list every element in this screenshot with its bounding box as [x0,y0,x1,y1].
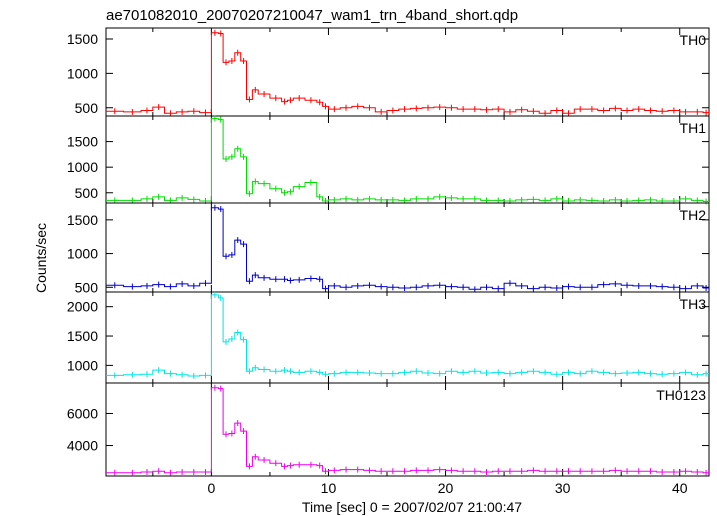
y-tick-label: 500 [75,279,99,295]
y-tick-label: 1500 [67,212,98,228]
x-tick-label: 20 [438,480,454,496]
panel-th1: 500 1000 1500 TH1 [67,115,710,205]
panel-frame [105,27,710,117]
x-axis-label: Time [sec] 0 = 2007/02/07 21:00:47 [302,499,522,515]
y-axis-label: Counts/sec [33,223,49,293]
series-label: TH3 [680,296,707,312]
series-line-th0123 [106,387,709,474]
series-label: TH0123 [656,387,706,403]
x-tick-label: 40 [672,480,688,496]
y-tick-label: 500 [75,100,99,116]
series-line-th3 [106,294,709,377]
y-tick-label: 2000 [67,299,98,315]
panel-th0123: 4000 6000 TH0123 [67,382,710,477]
y-tick-label: 1500 [67,31,98,47]
y-tick-label: 1000 [67,159,98,175]
panel-frame [105,382,710,477]
x-tick-label: 30 [555,480,571,496]
y-tick-label: 1500 [67,134,98,150]
y-tick-label: 6000 [67,405,98,421]
y-tick-label: 1000 [67,357,98,373]
x-tick-label: 0 [207,480,215,496]
series-label: TH0 [680,32,707,48]
x-axis: 0 10 20 30 40 [207,480,687,496]
y-tick-label: 1000 [67,65,98,81]
panel-th2: 500 1000 1500 TH2 [67,202,710,295]
panel-frame [105,291,710,384]
panel-frame [105,115,710,204]
panel-th3: 1000 1500 2000 TH3 [67,291,710,384]
y-tick-label: 4000 [67,438,98,454]
series-label: TH1 [680,120,707,136]
series-line-th2 [106,207,709,290]
series-line-th0 [106,32,709,114]
y-tick-label: 1000 [67,246,98,262]
chart-title: ae701082010_20070207210047_wam1_trn_4ban… [106,7,518,24]
y-tick-label: 1500 [67,328,98,344]
x-tick-label: 10 [321,480,337,496]
panel-frame [105,202,710,293]
series-line-th1 [106,118,709,202]
panels-group: 500 1000 1500 TH0 500 1000 1500 TH1 500 1000 1500 T… [67,27,710,477]
panel-th0: 500 1000 1500 TH0 [67,27,710,117]
y-tick-label: 500 [75,185,99,201]
series-label: TH2 [680,207,707,223]
